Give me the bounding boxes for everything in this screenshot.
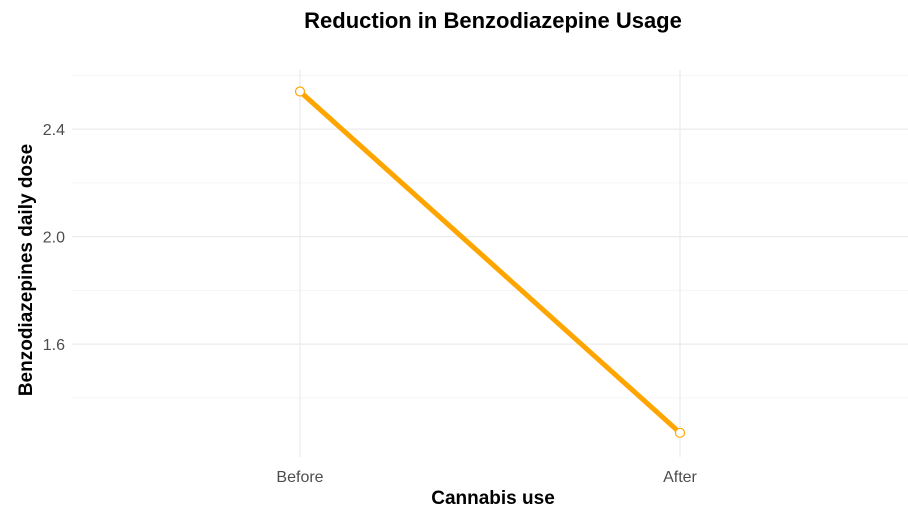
data-point (674, 427, 686, 438)
gridlines (72, 70, 908, 457)
y-tick-label: 1.6 (43, 337, 65, 354)
y-tick-label: 2.0 (43, 230, 65, 247)
series-line (297, 89, 683, 436)
chart-title: Reduction in Benzodiazepine Usage (304, 8, 682, 33)
x-tick-label: Before (276, 469, 323, 486)
data-point (294, 86, 306, 97)
x-tick-label: After (663, 469, 697, 486)
y-axis-title: Benzodiazepines daily dose (16, 144, 37, 396)
series-layer (294, 86, 686, 438)
x-axis-title: Cannabis use (431, 488, 555, 509)
x-tick-labels: Before After (276, 469, 697, 486)
y-tick-labels: 1.6 2.0 2.4 (43, 122, 65, 354)
y-tick-label: 2.4 (43, 122, 65, 139)
